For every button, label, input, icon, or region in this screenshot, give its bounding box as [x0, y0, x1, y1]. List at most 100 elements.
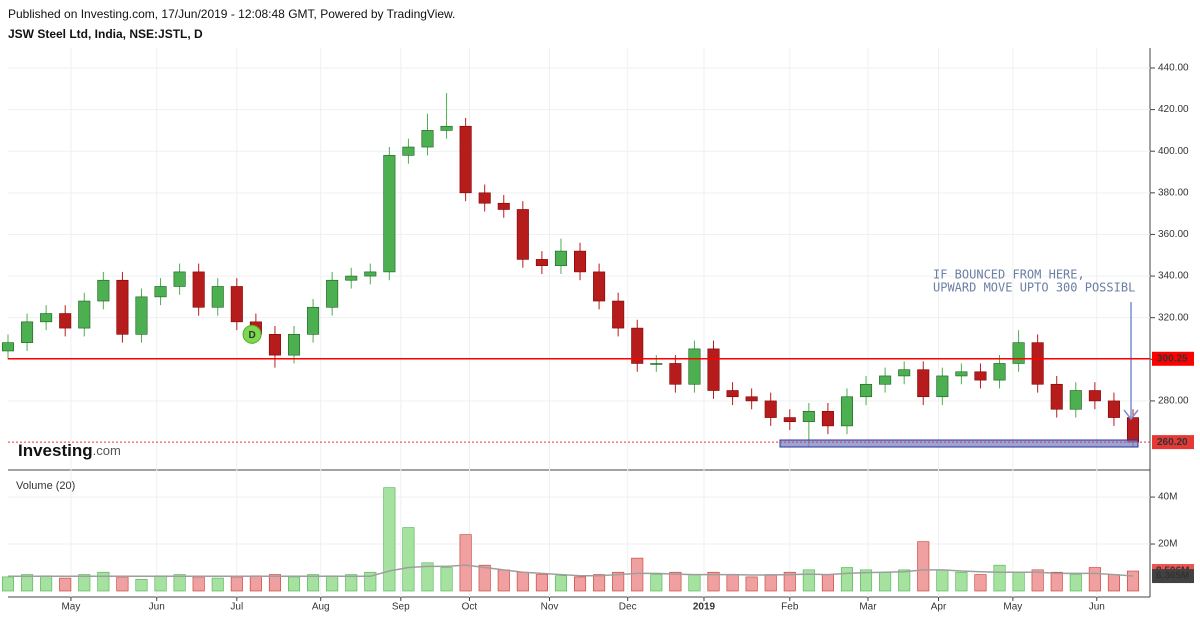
candle-body [326, 279, 339, 308]
candle-body [307, 306, 320, 335]
event-marker [242, 324, 262, 344]
candle-body [1, 342, 15, 352]
candle-body [917, 369, 930, 398]
volume-bar [612, 571, 625, 592]
published-note: Published on Investing.com, 17/Jun/2019 … [8, 7, 455, 21]
candle-body [993, 363, 1006, 381]
volume-bar [745, 576, 758, 592]
y-tick-label: 440.00 [1158, 63, 1189, 74]
annotation-arrowhead [1123, 409, 1139, 421]
candle-body [955, 371, 968, 377]
candle-body [688, 348, 701, 385]
y-tick-label: 360.00 [1158, 229, 1189, 240]
hline-label-box [1152, 351, 1194, 366]
volume-bar [326, 575, 339, 592]
candle-body [593, 271, 606, 302]
x-tick-label: Dec [619, 602, 637, 613]
candle-body [821, 411, 834, 427]
chart-title: JSW Steel Ltd, India, NSE:JSTL, D [8, 27, 203, 41]
last-price-box [1152, 435, 1194, 450]
candle-body [516, 209, 529, 260]
volume-bar [802, 569, 815, 592]
volume-bar [1126, 570, 1140, 592]
candle-body [478, 192, 491, 204]
candle-body [745, 396, 758, 402]
volume-bar [650, 574, 663, 592]
candle-body [402, 146, 415, 156]
volume-bar [383, 487, 396, 592]
candle-body [574, 250, 587, 273]
candle-body [211, 286, 224, 308]
y-tick-label: 20M [1158, 539, 1177, 550]
event-marker-label: D [248, 330, 255, 341]
candle-body [230, 286, 243, 323]
candle-body [554, 250, 567, 266]
volume-bar [955, 571, 968, 592]
candle-body [287, 334, 301, 356]
candle-body [268, 334, 281, 356]
volume-bar [364, 571, 377, 592]
candle-body [650, 363, 663, 365]
volume-bar [135, 578, 148, 592]
x-tick-label: Sep [392, 602, 410, 613]
volume-bar [783, 571, 796, 592]
volume-bar [478, 564, 491, 592]
candle-body [459, 125, 472, 194]
candle-body [135, 296, 148, 335]
volume-bar [421, 562, 434, 592]
volume-bar [268, 574, 281, 592]
candle-body [936, 375, 949, 398]
volume-bar [688, 574, 701, 592]
volume-bar [669, 571, 682, 592]
candle-body [1069, 390, 1082, 410]
candle-body [860, 383, 873, 398]
candle-body [40, 313, 53, 323]
support-zone [779, 439, 1139, 448]
candle-body [535, 259, 548, 266]
candle-body [345, 275, 358, 281]
volume-title: Volume (20) [16, 480, 75, 492]
volume-bar [230, 576, 243, 592]
candle-body [1050, 383, 1063, 410]
candle-body [1126, 417, 1140, 443]
volume-bar [1, 576, 15, 592]
volume-bar [993, 564, 1006, 592]
volume-bar [1050, 571, 1063, 592]
volume-bar [211, 577, 224, 592]
x-tick-label: Aug [312, 602, 330, 613]
candle-body [802, 411, 815, 423]
candle-body [421, 130, 434, 148]
x-tick-label: Jun [149, 602, 165, 613]
volume-ma-box [1152, 569, 1194, 584]
x-tick-label: Oct [462, 602, 478, 613]
candle-body [440, 125, 453, 131]
y-tick-label: 40M [1158, 492, 1177, 503]
y-tick-label: 280.00 [1158, 396, 1189, 407]
volume-bar [593, 574, 606, 592]
volume-bar [707, 571, 720, 592]
volume-bar [192, 576, 205, 592]
x-tick-label: Feb [781, 602, 799, 613]
candle-body [764, 400, 777, 418]
x-tick-label: Jun [1089, 602, 1105, 613]
volume-bar [974, 574, 987, 592]
annotation: IF BOUNCED FROM HERE, UPWARD MOVE UPTO 3… [933, 268, 1135, 295]
candle-body [631, 327, 644, 364]
grid [8, 48, 1150, 597]
candle-body [879, 375, 892, 385]
volume-bar [59, 577, 72, 592]
candle-body [59, 313, 72, 329]
x-tick-label: Nov [541, 602, 559, 613]
candle-body [497, 202, 510, 210]
volume-bar [840, 567, 854, 592]
marks [1, 92, 1140, 592]
volume-bar [307, 574, 320, 592]
candle-body [898, 369, 911, 377]
candle-body [1107, 400, 1120, 418]
volume-bar [631, 557, 644, 592]
volume-bar [1069, 574, 1082, 592]
volume-bar [78, 574, 91, 592]
candle-body [1012, 342, 1025, 364]
